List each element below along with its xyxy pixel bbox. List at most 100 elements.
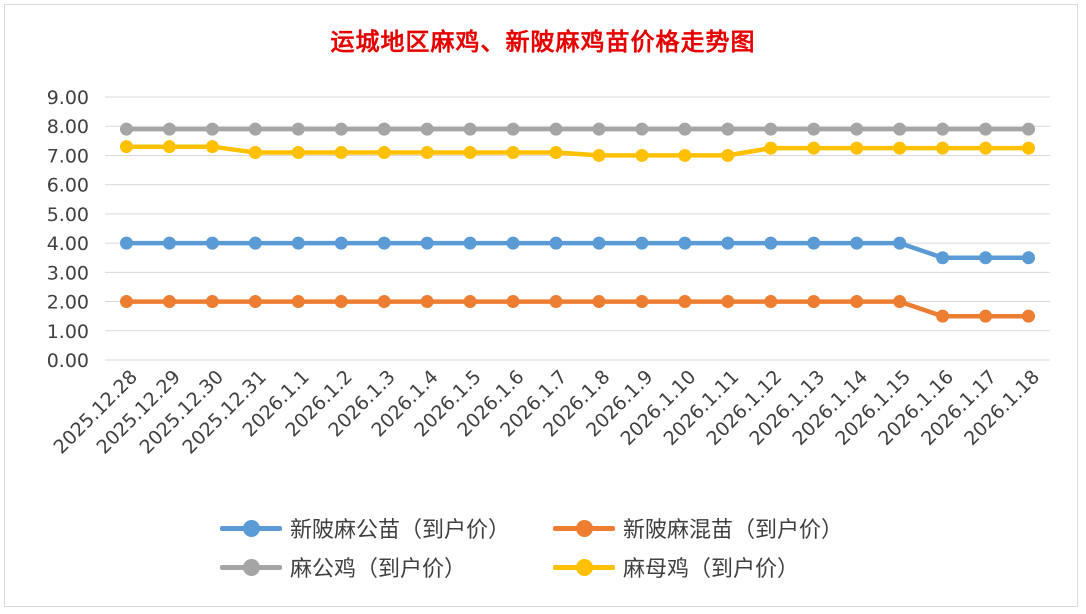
data-point-series-4 xyxy=(205,140,219,154)
data-point-series-1 xyxy=(463,236,477,250)
data-point-series-3 xyxy=(377,122,391,136)
data-point-series-2 xyxy=(205,295,219,309)
data-point-series-1 xyxy=(635,236,649,250)
legend-label: 新陂麻公苗（到户价） xyxy=(290,518,511,543)
data-point-series-1 xyxy=(549,236,563,250)
data-point-series-2 xyxy=(420,295,434,309)
data-point-series-3 xyxy=(635,122,649,136)
legend-item-series-3: 麻公鸡（到户价） xyxy=(220,552,466,582)
data-point-series-3 xyxy=(936,122,950,136)
series-line-1 xyxy=(124,240,1031,260)
legend-label: 麻公鸡（到户价） xyxy=(290,557,467,582)
data-point-series-2 xyxy=(979,309,993,323)
y-tick-label: 2.00 xyxy=(47,292,89,314)
data-point-series-3 xyxy=(162,122,176,136)
data-point-series-2 xyxy=(678,295,692,309)
data-point-series-3 xyxy=(850,122,864,136)
data-point-series-1 xyxy=(936,251,950,265)
series-line-2 xyxy=(124,299,1031,319)
data-point-series-2 xyxy=(377,295,391,309)
y-tick-label: 1.00 xyxy=(47,321,89,343)
legend-swatch xyxy=(553,513,615,543)
data-point-series-4 xyxy=(506,146,520,160)
data-point-series-3 xyxy=(420,122,434,136)
data-point-series-4 xyxy=(807,141,821,155)
data-point-series-3 xyxy=(893,122,907,136)
data-point-series-2 xyxy=(248,295,262,309)
legend-item-series-1: 新陂麻公苗（到户价） xyxy=(220,513,510,543)
legend-label: 麻母鸡（到户价） xyxy=(623,557,800,582)
data-point-series-1 xyxy=(1022,251,1036,265)
data-point-series-2 xyxy=(764,295,778,309)
legend-swatch xyxy=(220,513,282,543)
data-point-series-3 xyxy=(549,122,563,136)
data-point-series-4 xyxy=(248,146,262,160)
data-point-series-3 xyxy=(506,122,520,136)
data-point-series-3 xyxy=(1022,122,1036,136)
data-point-series-2 xyxy=(463,295,477,309)
data-point-series-1 xyxy=(377,236,391,250)
data-point-series-4 xyxy=(119,140,133,154)
data-point-series-3 xyxy=(678,122,692,136)
data-point-series-4 xyxy=(162,140,176,154)
chart-title: 运城地区麻鸡、新陂麻鸡苗价格走势图 xyxy=(330,28,756,56)
y-tick-label: 6.00 xyxy=(47,175,89,197)
series-points xyxy=(119,122,1036,323)
y-tick-label: 4.00 xyxy=(47,233,89,255)
data-point-series-4 xyxy=(764,141,778,155)
legend-swatch xyxy=(553,552,615,582)
y-tick-label: 8.00 xyxy=(47,116,89,138)
data-point-series-4 xyxy=(377,146,391,160)
data-point-series-2 xyxy=(119,295,133,309)
data-point-series-3 xyxy=(764,122,778,136)
data-point-series-2 xyxy=(936,309,950,323)
data-point-series-1 xyxy=(291,236,305,250)
data-point-series-1 xyxy=(807,236,821,250)
data-point-series-4 xyxy=(420,146,434,160)
data-point-series-4 xyxy=(850,141,864,155)
legend-label: 新陂麻混苗（到户价） xyxy=(623,518,844,543)
data-point-series-3 xyxy=(721,122,735,136)
data-point-series-2 xyxy=(334,295,348,309)
data-point-series-2 xyxy=(549,295,563,309)
data-point-series-3 xyxy=(334,122,348,136)
y-tick-label: 0.00 xyxy=(47,350,89,372)
data-point-series-4 xyxy=(979,141,993,155)
data-point-series-2 xyxy=(592,295,606,309)
data-point-series-1 xyxy=(979,251,993,265)
data-point-series-4 xyxy=(678,148,692,162)
y-tick-label: 9.00 xyxy=(47,87,89,109)
data-point-series-1 xyxy=(893,236,907,250)
data-point-series-2 xyxy=(850,295,864,309)
data-point-series-4 xyxy=(592,148,606,162)
data-point-series-1 xyxy=(162,236,176,250)
data-point-series-1 xyxy=(205,236,219,250)
legend-item-series-4: 麻母鸡（到户价） xyxy=(553,552,799,582)
data-point-series-3 xyxy=(463,122,477,136)
data-point-series-3 xyxy=(248,122,262,136)
legend-item-series-2: 新陂麻混苗（到户价） xyxy=(553,513,843,543)
data-point-series-2 xyxy=(291,295,305,309)
data-point-series-1 xyxy=(721,236,735,250)
data-point-series-4 xyxy=(635,148,649,162)
data-point-series-2 xyxy=(506,295,520,309)
data-point-series-1 xyxy=(420,236,434,250)
data-point-series-3 xyxy=(979,122,993,136)
data-point-series-2 xyxy=(893,295,907,309)
data-point-series-1 xyxy=(506,236,520,250)
data-point-series-4 xyxy=(893,141,907,155)
data-point-series-3 xyxy=(592,122,606,136)
y-axis-tick-labels: 0.00 1.00 2.00 3.00 4.00 5.00 6.00 7.00 8.00 9.00 xyxy=(47,87,89,372)
data-point-series-1 xyxy=(248,236,262,250)
series-line-4 xyxy=(124,144,1031,158)
y-tick-label: 3.00 xyxy=(47,262,89,284)
data-point-series-3 xyxy=(807,122,821,136)
data-point-series-1 xyxy=(119,236,133,250)
data-point-series-1 xyxy=(850,236,864,250)
data-point-series-4 xyxy=(1022,141,1036,155)
data-point-series-3 xyxy=(119,122,133,136)
data-point-series-1 xyxy=(764,236,778,250)
data-point-series-2 xyxy=(635,295,649,309)
data-point-series-1 xyxy=(592,236,606,250)
